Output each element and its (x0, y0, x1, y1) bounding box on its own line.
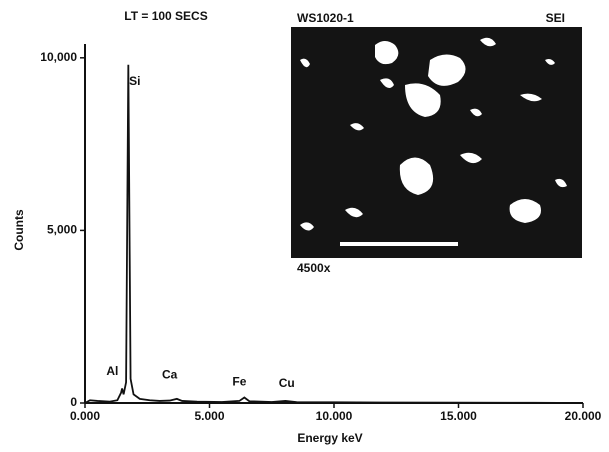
y-tick-label: 5,000 (47, 223, 77, 237)
inset-label: WS1020-1 (297, 11, 354, 25)
peak-label: Fe (232, 374, 246, 388)
peak-label: Cu (279, 376, 295, 390)
y-tick-label: 0 (70, 395, 77, 409)
sem-image (291, 27, 582, 258)
inset-magnification: 4500x (297, 261, 331, 275)
y-axis-label: Counts (12, 209, 26, 251)
x-axis-label: Energy keV (297, 431, 362, 445)
spectrum-line (84, 64, 584, 404)
peak-label: Si (129, 74, 140, 88)
x-tick-label: 20.000 (565, 409, 602, 423)
peak-label: Ca (162, 368, 178, 382)
inset-mode: SEI (546, 11, 565, 25)
chart-title: LT = 100 SECS (124, 9, 207, 23)
peak-label: Al (106, 364, 118, 378)
x-tick-label: 15.000 (440, 409, 477, 423)
x-tick-label: 0.000 (70, 409, 100, 423)
x-tick-label: 10.000 (316, 409, 353, 423)
y-tick-label: 10,000 (40, 50, 77, 64)
x-tick-label: 5.000 (194, 409, 224, 423)
